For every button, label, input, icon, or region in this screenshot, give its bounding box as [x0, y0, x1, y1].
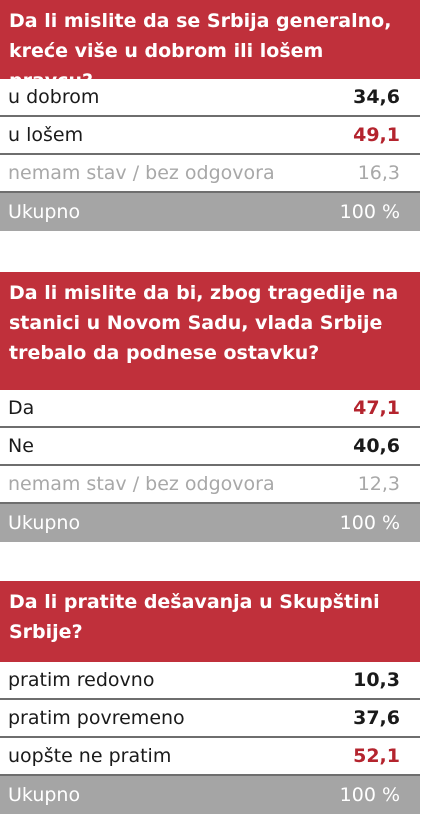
row-value: 37,6 — [353, 707, 400, 729]
row-label: uopšte ne pratim — [8, 745, 172, 767]
total-value: 100 % — [339, 784, 400, 806]
row-label: Da — [8, 397, 35, 419]
table-row: uopšte ne pratim 52,1 — [0, 738, 420, 776]
survey-table-1: Da li mislite da se Srbija generalno, kr… — [0, 0, 420, 231]
question-header: Da li pratite dešavanja u Skupštini Srbi… — [0, 581, 420, 662]
table-row: pratim redovno 10,3 — [0, 662, 420, 700]
total-value: 100 % — [339, 201, 400, 223]
total-value: 100 % — [339, 512, 400, 534]
row-value: 52,1 — [353, 745, 400, 767]
row-value: 47,1 — [353, 397, 400, 419]
row-value: 40,6 — [353, 435, 400, 457]
row-label: nemam stav / bez odgovora — [8, 162, 275, 184]
total-label: Ukupno — [8, 201, 81, 223]
row-label: u dobrom — [8, 86, 100, 108]
survey-table-3: Da li pratite dešavanja u Skupštini Srbi… — [0, 581, 420, 814]
row-label: pratim redovno — [8, 669, 155, 691]
question-header: Da li mislite da se Srbija generalno, kr… — [0, 0, 420, 92]
question-header: Da li mislite da bi, zbog tragedije na s… — [0, 272, 420, 390]
row-label: pratim povremeno — [8, 707, 185, 729]
total-row: Ukupno 100 % — [0, 776, 420, 814]
total-label: Ukupno — [8, 512, 81, 534]
table-row: u lošem 49,1 — [0, 117, 420, 155]
table-row: nemam stav / bez odgovora 16,3 — [0, 155, 420, 193]
total-label: Ukupno — [8, 784, 81, 806]
survey-table-2: Da li mislite da bi, zbog tragedije na s… — [0, 272, 420, 542]
table-row: u dobrom 34,6 — [0, 79, 420, 117]
row-label: Ne — [8, 435, 34, 457]
row-value: 49,1 — [353, 124, 400, 146]
total-row: Ukupno 100 % — [0, 193, 420, 231]
row-label: nemam stav / bez odgovora — [8, 473, 275, 495]
row-value: 34,6 — [353, 86, 400, 108]
table-row: Ne 40,6 — [0, 428, 420, 466]
table-row: Da 47,1 — [0, 390, 420, 428]
row-value: 16,3 — [357, 162, 400, 184]
total-row: Ukupno 100 % — [0, 504, 420, 542]
row-label: u lošem — [8, 124, 84, 146]
table-row: nemam stav / bez odgovora 12,3 — [0, 466, 420, 504]
table-row: pratim povremeno 37,6 — [0, 700, 420, 738]
row-value: 10,3 — [353, 669, 400, 691]
row-value: 12,3 — [357, 473, 400, 495]
